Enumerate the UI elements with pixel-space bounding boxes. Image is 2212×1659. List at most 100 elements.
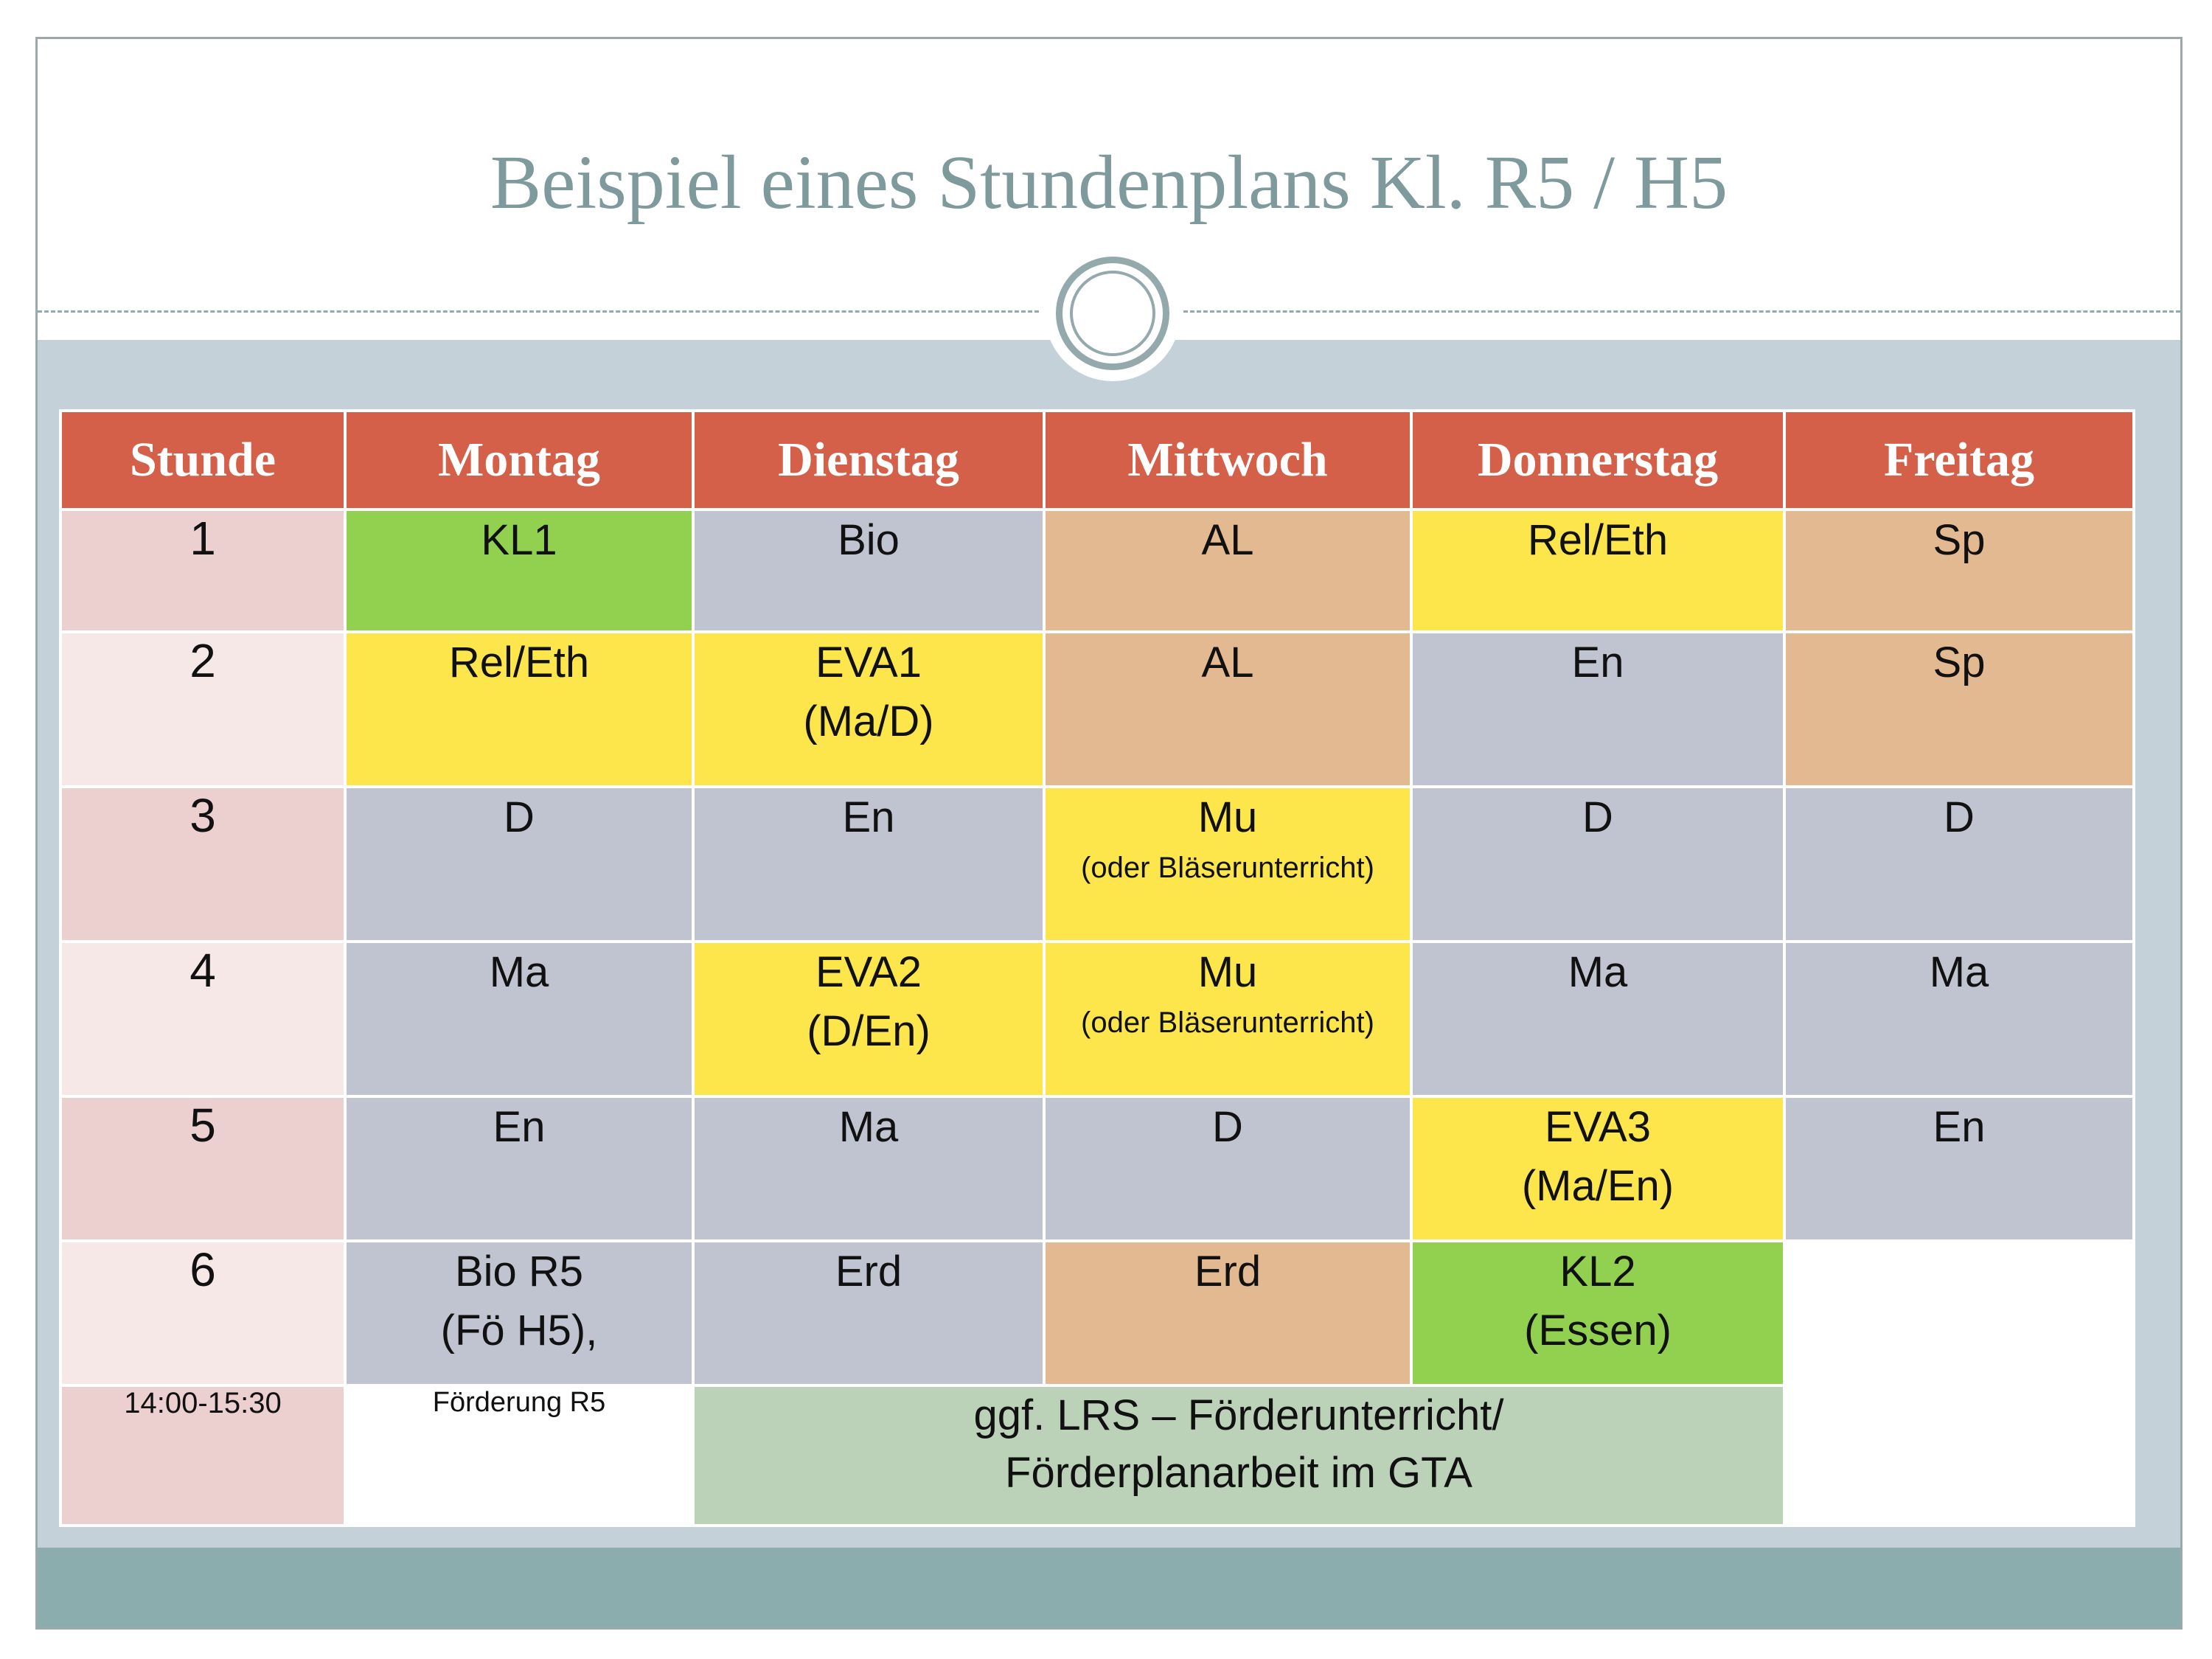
lesson-cell-donnerstag: Ma	[1410, 940, 1786, 1098]
footer-band	[38, 1548, 2180, 1627]
gta-line-2: Förderplanarbeit im GTA	[1005, 1449, 1472, 1497]
subject-note: (oder Bläserunterricht)	[1081, 852, 1374, 884]
afternoon-gta: ggf. LRS – Förderunterricht/ Förderplana…	[692, 1384, 1786, 1527]
subject-label: Sp	[1933, 639, 1986, 686]
lesson-cell-donnerstag: D	[1410, 785, 1786, 943]
subject-label: EVA2	[815, 948, 922, 996]
afternoon-time: 14:00-15:30	[59, 1384, 347, 1527]
subject-label: EVA3	[1544, 1103, 1651, 1151]
lesson-cell-montag: Ma	[344, 940, 695, 1098]
subject-label: Mu	[1197, 948, 1258, 996]
subject-detail: (Fö H5),	[440, 1307, 598, 1354]
subject-label: KL1	[481, 516, 557, 564]
subject-label: D	[1582, 793, 1613, 841]
lesson-cell-mittwoch: AL	[1043, 508, 1413, 633]
lesson-cell-donnerstag: EVA3 (Ma/En)	[1410, 1095, 1786, 1242]
title-divider-left	[38, 310, 1039, 313]
lesson-cell-freitag: Ma	[1783, 940, 2135, 1098]
header-freitag: Freitag	[1783, 409, 2135, 511]
lesson-cell-montag: Bio R5 (Fö H5),	[344, 1239, 695, 1387]
lesson-cell-mittwoch: Mu (oder Bläserunterricht)	[1043, 940, 1413, 1098]
subject-label: Ma	[1929, 948, 1989, 996]
lesson-cell-dienstag: En	[692, 785, 1046, 943]
lesson-cell-donnerstag: Rel/Eth	[1410, 508, 1786, 633]
subject-label: D	[1212, 1103, 1243, 1151]
subject-label: En	[493, 1103, 546, 1151]
subject-label: D	[504, 793, 535, 841]
table-row: 5 En Ma D EVA3 (Ma/En) En	[59, 1095, 2135, 1242]
lesson-cell-freitag	[1783, 1239, 2135, 1387]
period-number: 1	[59, 508, 347, 633]
lesson-cell-dienstag: Erd	[692, 1239, 1046, 1387]
period-number: 6	[59, 1239, 347, 1387]
subject-label: AL	[1201, 639, 1254, 686]
lesson-cell-dienstag: Bio	[692, 508, 1046, 633]
gta-line-1: ggf. LRS – Förderunterricht/	[973, 1391, 1504, 1439]
subject-label: Sp	[1933, 516, 1986, 564]
lesson-cell-dienstag: EVA1 (Ma/D)	[692, 630, 1046, 788]
table-row: 6 Bio R5 (Fö H5), Erd Erd KL2 (Essen)	[59, 1239, 2135, 1387]
timetable-body: 1 KL1 Bio AL Rel/Eth Sp 2 Rel/Eth EVA1 (Ma/D) AL En…	[59, 508, 2135, 1387]
subject-label: D	[1944, 793, 1975, 841]
circle-ornament-icon	[1056, 257, 1169, 370]
afternoon-monday: Förderung R5	[344, 1384, 695, 1527]
subject-detail: (Ma/D)	[803, 698, 934, 745]
table-row: 1 KL1 Bio AL Rel/Eth Sp	[59, 508, 2135, 633]
header-dienstag: Dienstag	[692, 409, 1046, 511]
subject-label: AL	[1201, 516, 1254, 564]
header-montag: Montag	[344, 409, 695, 511]
timetable: Stunde Montag Dienstag Mittwoch Donnerst…	[59, 409, 2135, 1527]
subject-label: Bio	[838, 516, 900, 564]
lesson-cell-mittwoch: D	[1043, 1095, 1413, 1242]
afternoon-row: 14:00-15:30 Förderung R5 ggf. LRS – Förd…	[59, 1384, 2135, 1527]
afternoon-friday-empty	[1783, 1384, 2135, 1527]
title-divider-right	[1183, 310, 2180, 313]
subject-label: En	[1571, 639, 1624, 686]
lesson-cell-dienstag: Ma	[692, 1095, 1046, 1242]
subject-label: KL2	[1559, 1248, 1636, 1295]
period-number: 4	[59, 940, 347, 1098]
subject-label: Rel/Eth	[1527, 516, 1669, 564]
table-row: 3 D En Mu (oder Bläserunterricht) D D	[59, 785, 2135, 943]
subject-label: Rel/Eth	[448, 639, 590, 686]
subject-label: En	[1933, 1103, 1986, 1151]
header-row: Stunde Montag Dienstag Mittwoch Donnerst…	[59, 409, 2135, 511]
subject-label: Ma	[1568, 948, 1628, 996]
lesson-cell-montag: D	[344, 785, 695, 943]
lesson-cell-mittwoch: AL	[1043, 630, 1413, 788]
subject-label: En	[842, 793, 895, 841]
subject-label: Mu	[1197, 793, 1258, 841]
lesson-cell-mittwoch: Erd	[1043, 1239, 1413, 1387]
subject-note: (oder Bläserunterricht)	[1081, 1006, 1374, 1039]
lesson-cell-dienstag: EVA2 (D/En)	[692, 940, 1046, 1098]
subject-label: Erd	[1194, 1248, 1262, 1295]
subject-label: Ma	[838, 1103, 899, 1151]
table-row: 4 Ma EVA2 (D/En) Mu (oder Bläserunterricht) Ma…	[59, 940, 2135, 1098]
period-number: 5	[59, 1095, 347, 1242]
subject-label: EVA1	[815, 639, 922, 686]
lesson-cell-freitag: Sp	[1783, 508, 2135, 633]
table-row: 2 Rel/Eth EVA1 (Ma/D) AL En Sp	[59, 630, 2135, 788]
subject-detail: (Essen)	[1524, 1307, 1672, 1354]
slide: Beispiel eines Stundenplans Kl. R5 / H5 …	[35, 37, 2183, 1630]
slide-title: Beispiel eines Stundenplans Kl. R5 / H5	[490, 140, 1728, 225]
period-number: 3	[59, 785, 347, 943]
lesson-cell-donnerstag: KL2 (Essen)	[1410, 1239, 1786, 1387]
subject-detail: (Ma/En)	[1521, 1162, 1674, 1210]
header-donnerstag: Donnerstag	[1410, 409, 1786, 511]
lesson-cell-freitag: En	[1783, 1095, 2135, 1242]
subject-label: Erd	[835, 1248, 902, 1295]
lesson-cell-montag: En	[344, 1095, 695, 1242]
header-mittwoch: Mittwoch	[1043, 409, 1413, 511]
lesson-cell-montag: KL1	[344, 508, 695, 633]
lesson-cell-montag: Rel/Eth	[344, 630, 695, 788]
subject-detail: (D/En)	[807, 1007, 931, 1055]
period-number: 2	[59, 630, 347, 788]
subject-label: Ma	[489, 948, 549, 996]
header-stunde: Stunde	[59, 409, 347, 511]
lesson-cell-mittwoch: Mu (oder Bläserunterricht)	[1043, 785, 1413, 943]
lesson-cell-freitag: Sp	[1783, 630, 2135, 788]
lesson-cell-freitag: D	[1783, 785, 2135, 943]
subject-label: Bio R5	[454, 1248, 584, 1295]
lesson-cell-donnerstag: En	[1410, 630, 1786, 788]
